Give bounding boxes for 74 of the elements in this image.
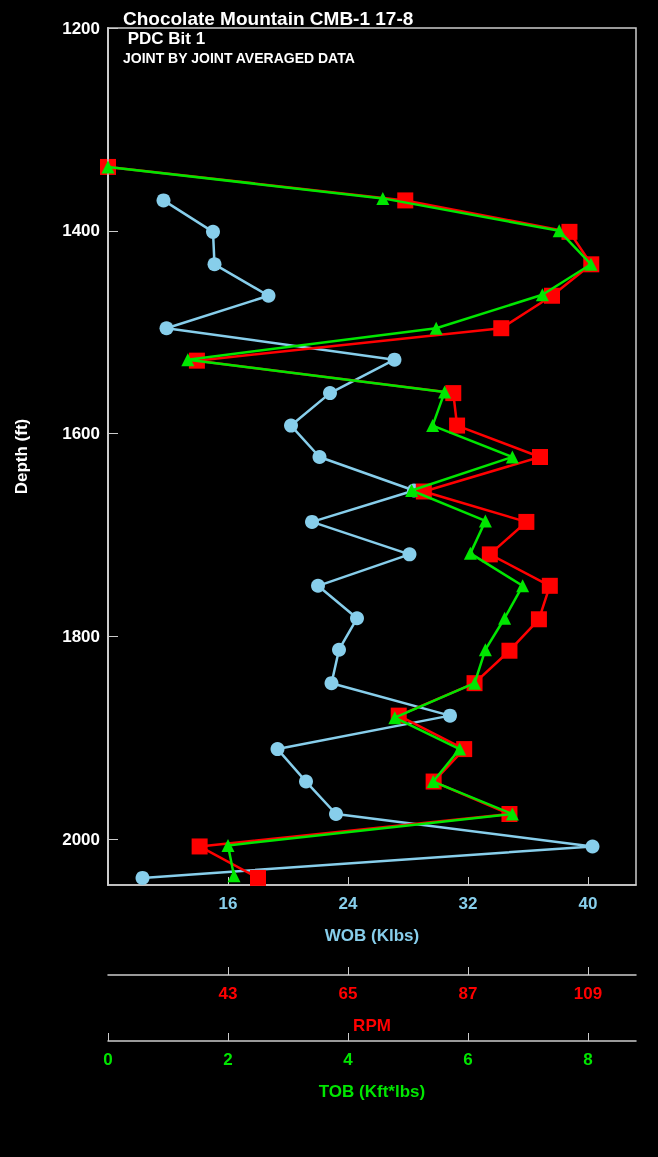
x-tick-label: 24 bbox=[338, 894, 358, 913]
x-tick-label: 6 bbox=[463, 1050, 473, 1069]
point bbox=[324, 676, 339, 691]
point bbox=[505, 450, 519, 464]
point bbox=[426, 419, 440, 433]
x-tick-label: 2 bbox=[223, 1050, 233, 1069]
point bbox=[402, 547, 417, 562]
point bbox=[156, 193, 171, 208]
y-axis-title: Depth (ft) bbox=[12, 418, 31, 495]
point bbox=[518, 513, 535, 530]
point bbox=[429, 321, 443, 335]
point bbox=[284, 418, 298, 433]
point bbox=[552, 224, 566, 238]
x-tick-label: 8 bbox=[583, 1050, 593, 1069]
y-tick-label: 1800 bbox=[62, 627, 100, 647]
point bbox=[585, 839, 600, 854]
point bbox=[261, 288, 276, 303]
point bbox=[505, 807, 519, 821]
point bbox=[449, 417, 466, 434]
point bbox=[501, 642, 518, 659]
point bbox=[541, 577, 558, 594]
point bbox=[323, 386, 337, 401]
annotation: JOINT BY JOINT AVERAGED DATA bbox=[123, 50, 355, 66]
point bbox=[207, 257, 222, 272]
point bbox=[332, 642, 346, 657]
x-axis-title: WOB (Klbs) bbox=[324, 926, 420, 945]
x-tick-label: 65 bbox=[338, 984, 358, 1003]
x-tick-label: 4 bbox=[343, 1050, 354, 1069]
point bbox=[299, 774, 313, 789]
chart-subtitle: PDC Bit 1 bbox=[123, 29, 206, 48]
point bbox=[191, 838, 208, 855]
x-tick-label: 0 bbox=[103, 1050, 113, 1069]
point bbox=[221, 838, 235, 852]
point bbox=[535, 288, 549, 302]
x-tick-label: 87 bbox=[458, 984, 478, 1003]
y-tick-label: 1600 bbox=[62, 424, 100, 444]
point bbox=[305, 514, 319, 529]
point bbox=[438, 385, 452, 399]
point bbox=[463, 546, 477, 560]
x-tick-label: 32 bbox=[458, 894, 478, 913]
point bbox=[206, 224, 220, 239]
point bbox=[532, 449, 548, 466]
point bbox=[387, 352, 402, 367]
x-tick-label: 40 bbox=[578, 894, 598, 913]
x-tick-label: 16 bbox=[218, 894, 238, 913]
point bbox=[493, 320, 510, 337]
point bbox=[376, 191, 390, 205]
point bbox=[312, 450, 327, 464]
point bbox=[453, 742, 467, 756]
point bbox=[516, 579, 530, 593]
point bbox=[478, 514, 492, 528]
point bbox=[135, 870, 150, 885]
point bbox=[329, 807, 343, 821]
point bbox=[350, 611, 364, 626]
x-axis-title: TOB (Kft*lbs) bbox=[318, 1082, 426, 1101]
point bbox=[530, 611, 547, 628]
point bbox=[227, 869, 241, 883]
point bbox=[478, 643, 492, 657]
chart-title: Chocolate Mountain CMB-1 17-8 bbox=[123, 8, 414, 29]
point bbox=[159, 321, 174, 336]
y-tick-label: 1200 bbox=[62, 18, 100, 38]
y-tick-label: 1400 bbox=[62, 221, 100, 241]
point bbox=[270, 742, 285, 757]
x-axis-title: RPM bbox=[353, 1016, 391, 1035]
point bbox=[498, 611, 512, 625]
x-tick-label: 109 bbox=[573, 984, 603, 1003]
y-tick-label: 2000 bbox=[62, 829, 100, 849]
x-tick-label: 43 bbox=[218, 984, 238, 1003]
point bbox=[181, 353, 195, 367]
point bbox=[481, 546, 498, 563]
point bbox=[250, 869, 266, 886]
point bbox=[443, 708, 457, 723]
point bbox=[311, 578, 325, 593]
point bbox=[388, 711, 402, 725]
